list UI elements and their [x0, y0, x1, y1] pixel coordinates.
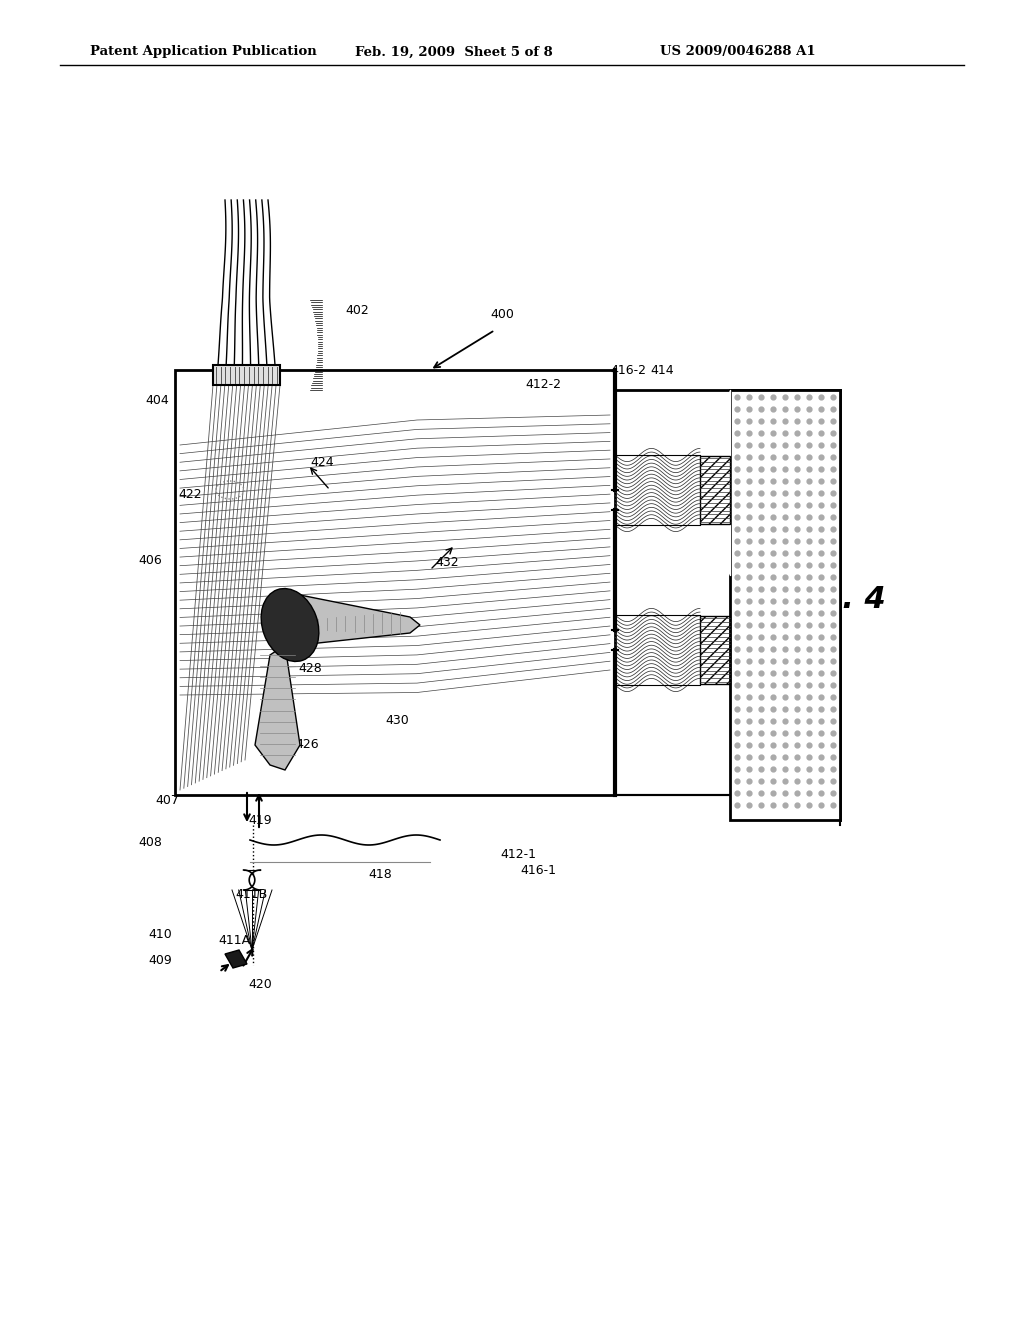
Text: 400: 400 [490, 309, 514, 322]
Text: 404: 404 [145, 393, 169, 407]
Text: 412-1: 412-1 [500, 849, 536, 862]
Text: 416-2: 416-2 [610, 363, 646, 376]
Polygon shape [225, 950, 247, 968]
Ellipse shape [261, 589, 318, 661]
Text: 414: 414 [650, 363, 674, 376]
Bar [700, 455, 730, 524]
Bar [730, 389, 840, 820]
Text: 406: 406 [138, 553, 162, 566]
Text: FIG. 4: FIG. 4 [785, 586, 886, 615]
Text: 424: 424 [310, 455, 334, 469]
Text: 407: 407 [155, 793, 179, 807]
Polygon shape [290, 595, 420, 645]
Text: 428: 428 [298, 661, 322, 675]
Text: 420: 420 [248, 978, 271, 991]
Polygon shape [255, 645, 300, 770]
Text: 430: 430 [385, 714, 409, 726]
Text: 411A: 411A [218, 933, 250, 946]
Bar [213, 366, 280, 385]
Text: US 2009/0046288 A1: US 2009/0046288 A1 [660, 45, 816, 58]
Text: Patent Application Publication: Patent Application Publication [90, 45, 316, 58]
Text: 412-2: 412-2 [525, 379, 561, 392]
Text: 418: 418 [368, 869, 392, 882]
Text: 419: 419 [248, 813, 271, 826]
Text: 416-1: 416-1 [520, 863, 556, 876]
Text: 422: 422 [178, 488, 202, 502]
Text: 409: 409 [148, 953, 172, 966]
Bar [700, 616, 730, 684]
Text: 432: 432 [435, 556, 459, 569]
Text: 402: 402 [345, 304, 369, 317]
Text: 411B: 411B [234, 888, 267, 902]
Text: 426: 426 [295, 738, 318, 751]
Text: 410: 410 [148, 928, 172, 941]
Text: Feb. 19, 2009  Sheet 5 of 8: Feb. 19, 2009 Sheet 5 of 8 [355, 45, 553, 58]
Bar [175, 370, 615, 795]
Text: 408: 408 [138, 836, 162, 849]
